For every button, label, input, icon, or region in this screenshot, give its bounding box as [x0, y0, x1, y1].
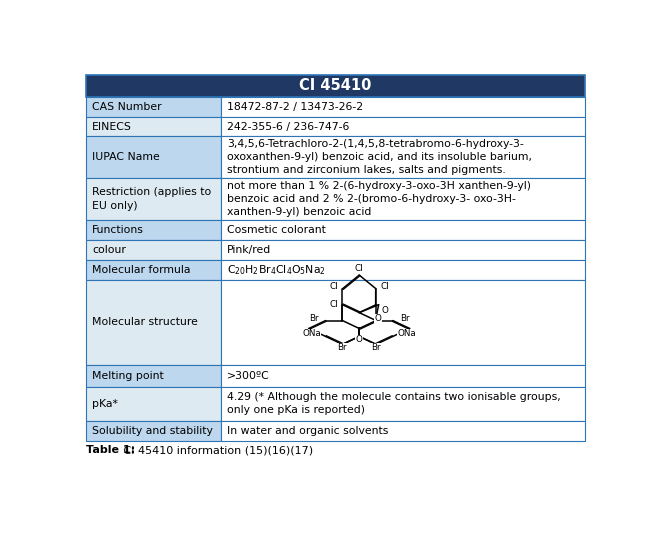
Bar — [86, 239, 221, 260]
Text: EINECS: EINECS — [92, 122, 131, 131]
Text: IUPAC Name: IUPAC Name — [92, 152, 160, 162]
Text: O: O — [375, 314, 381, 323]
Bar — [221, 280, 585, 365]
Text: 3,4,5,6-Tetrachloro-2-(1,4,5,8-tetrabromo-6-hydroxy-3-
oxoxanthen-9-yl) benzoic : 3,4,5,6-Tetrachloro-2-(1,4,5,8-tetrabrom… — [227, 139, 532, 175]
Text: In water and organic solvents: In water and organic solvents — [227, 426, 388, 436]
Text: Cosmetic colorant: Cosmetic colorant — [227, 225, 326, 235]
Text: >300ºC: >300ºC — [227, 371, 270, 381]
Text: CI 45410 information (15)(16)(17): CI 45410 information (15)(16)(17) — [120, 445, 313, 455]
Bar — [86, 220, 221, 239]
Bar — [86, 75, 585, 96]
Text: 4.29 (* Although the molecule contains two ionisable groups,
only one pKa is rep: 4.29 (* Although the molecule contains t… — [227, 392, 561, 415]
Text: 242-355-6 / 236-747-6: 242-355-6 / 236-747-6 — [227, 122, 350, 131]
Text: Molecular formula: Molecular formula — [92, 265, 190, 274]
Text: Molecular structure: Molecular structure — [92, 317, 198, 327]
Text: ONa: ONa — [302, 329, 320, 338]
Bar — [86, 386, 221, 421]
Text: colour: colour — [92, 245, 126, 254]
Text: Cl: Cl — [330, 282, 338, 291]
Text: O: O — [382, 306, 388, 315]
Text: 18472-87-2 / 13473-26-2: 18472-87-2 / 13473-26-2 — [227, 102, 364, 111]
Text: Cl: Cl — [355, 264, 364, 273]
Text: Restriction (applies to
EU only): Restriction (applies to EU only) — [92, 187, 211, 210]
Text: Functions: Functions — [92, 225, 144, 235]
Bar — [221, 421, 585, 441]
Bar — [86, 260, 221, 280]
Bar — [221, 260, 585, 280]
Text: Solubility and stability: Solubility and stability — [92, 426, 213, 436]
Text: CAS Number: CAS Number — [92, 102, 162, 111]
Bar — [86, 137, 221, 178]
Text: Pink/red: Pink/red — [227, 245, 271, 254]
Bar — [221, 117, 585, 137]
Text: Br: Br — [309, 314, 318, 323]
Text: Cl: Cl — [329, 300, 337, 309]
Text: Br: Br — [371, 343, 381, 352]
Bar — [221, 239, 585, 260]
Text: Table 1:: Table 1: — [86, 445, 135, 455]
Text: pKa*: pKa* — [92, 399, 118, 408]
Bar — [86, 178, 221, 220]
Bar — [86, 96, 221, 117]
Bar — [86, 280, 221, 365]
Bar — [221, 96, 585, 117]
Bar — [221, 137, 585, 178]
Text: Br: Br — [400, 314, 409, 323]
Text: O: O — [356, 335, 363, 344]
Bar — [86, 117, 221, 137]
Bar — [86, 421, 221, 441]
Text: $\mathregular{C_{20}H_2Br_4Cl_4O_5Na_2}$: $\mathregular{C_{20}H_2Br_4Cl_4O_5Na_2}$ — [227, 263, 326, 277]
Text: Melting point: Melting point — [92, 371, 164, 381]
Bar — [221, 178, 585, 220]
Text: Cl: Cl — [380, 282, 388, 291]
Text: Br: Br — [337, 343, 347, 352]
Bar — [221, 220, 585, 239]
Bar — [221, 386, 585, 421]
Text: CI 45410: CI 45410 — [299, 78, 371, 93]
Text: not more than 1 % 2-(6-hydroxy-3-oxo-3H xanthen-9-yl)
benzoic acid and 2 % 2-(br: not more than 1 % 2-(6-hydroxy-3-oxo-3H … — [227, 181, 531, 217]
Bar — [86, 365, 221, 386]
Bar — [221, 365, 585, 386]
Text: ONa: ONa — [398, 329, 417, 338]
